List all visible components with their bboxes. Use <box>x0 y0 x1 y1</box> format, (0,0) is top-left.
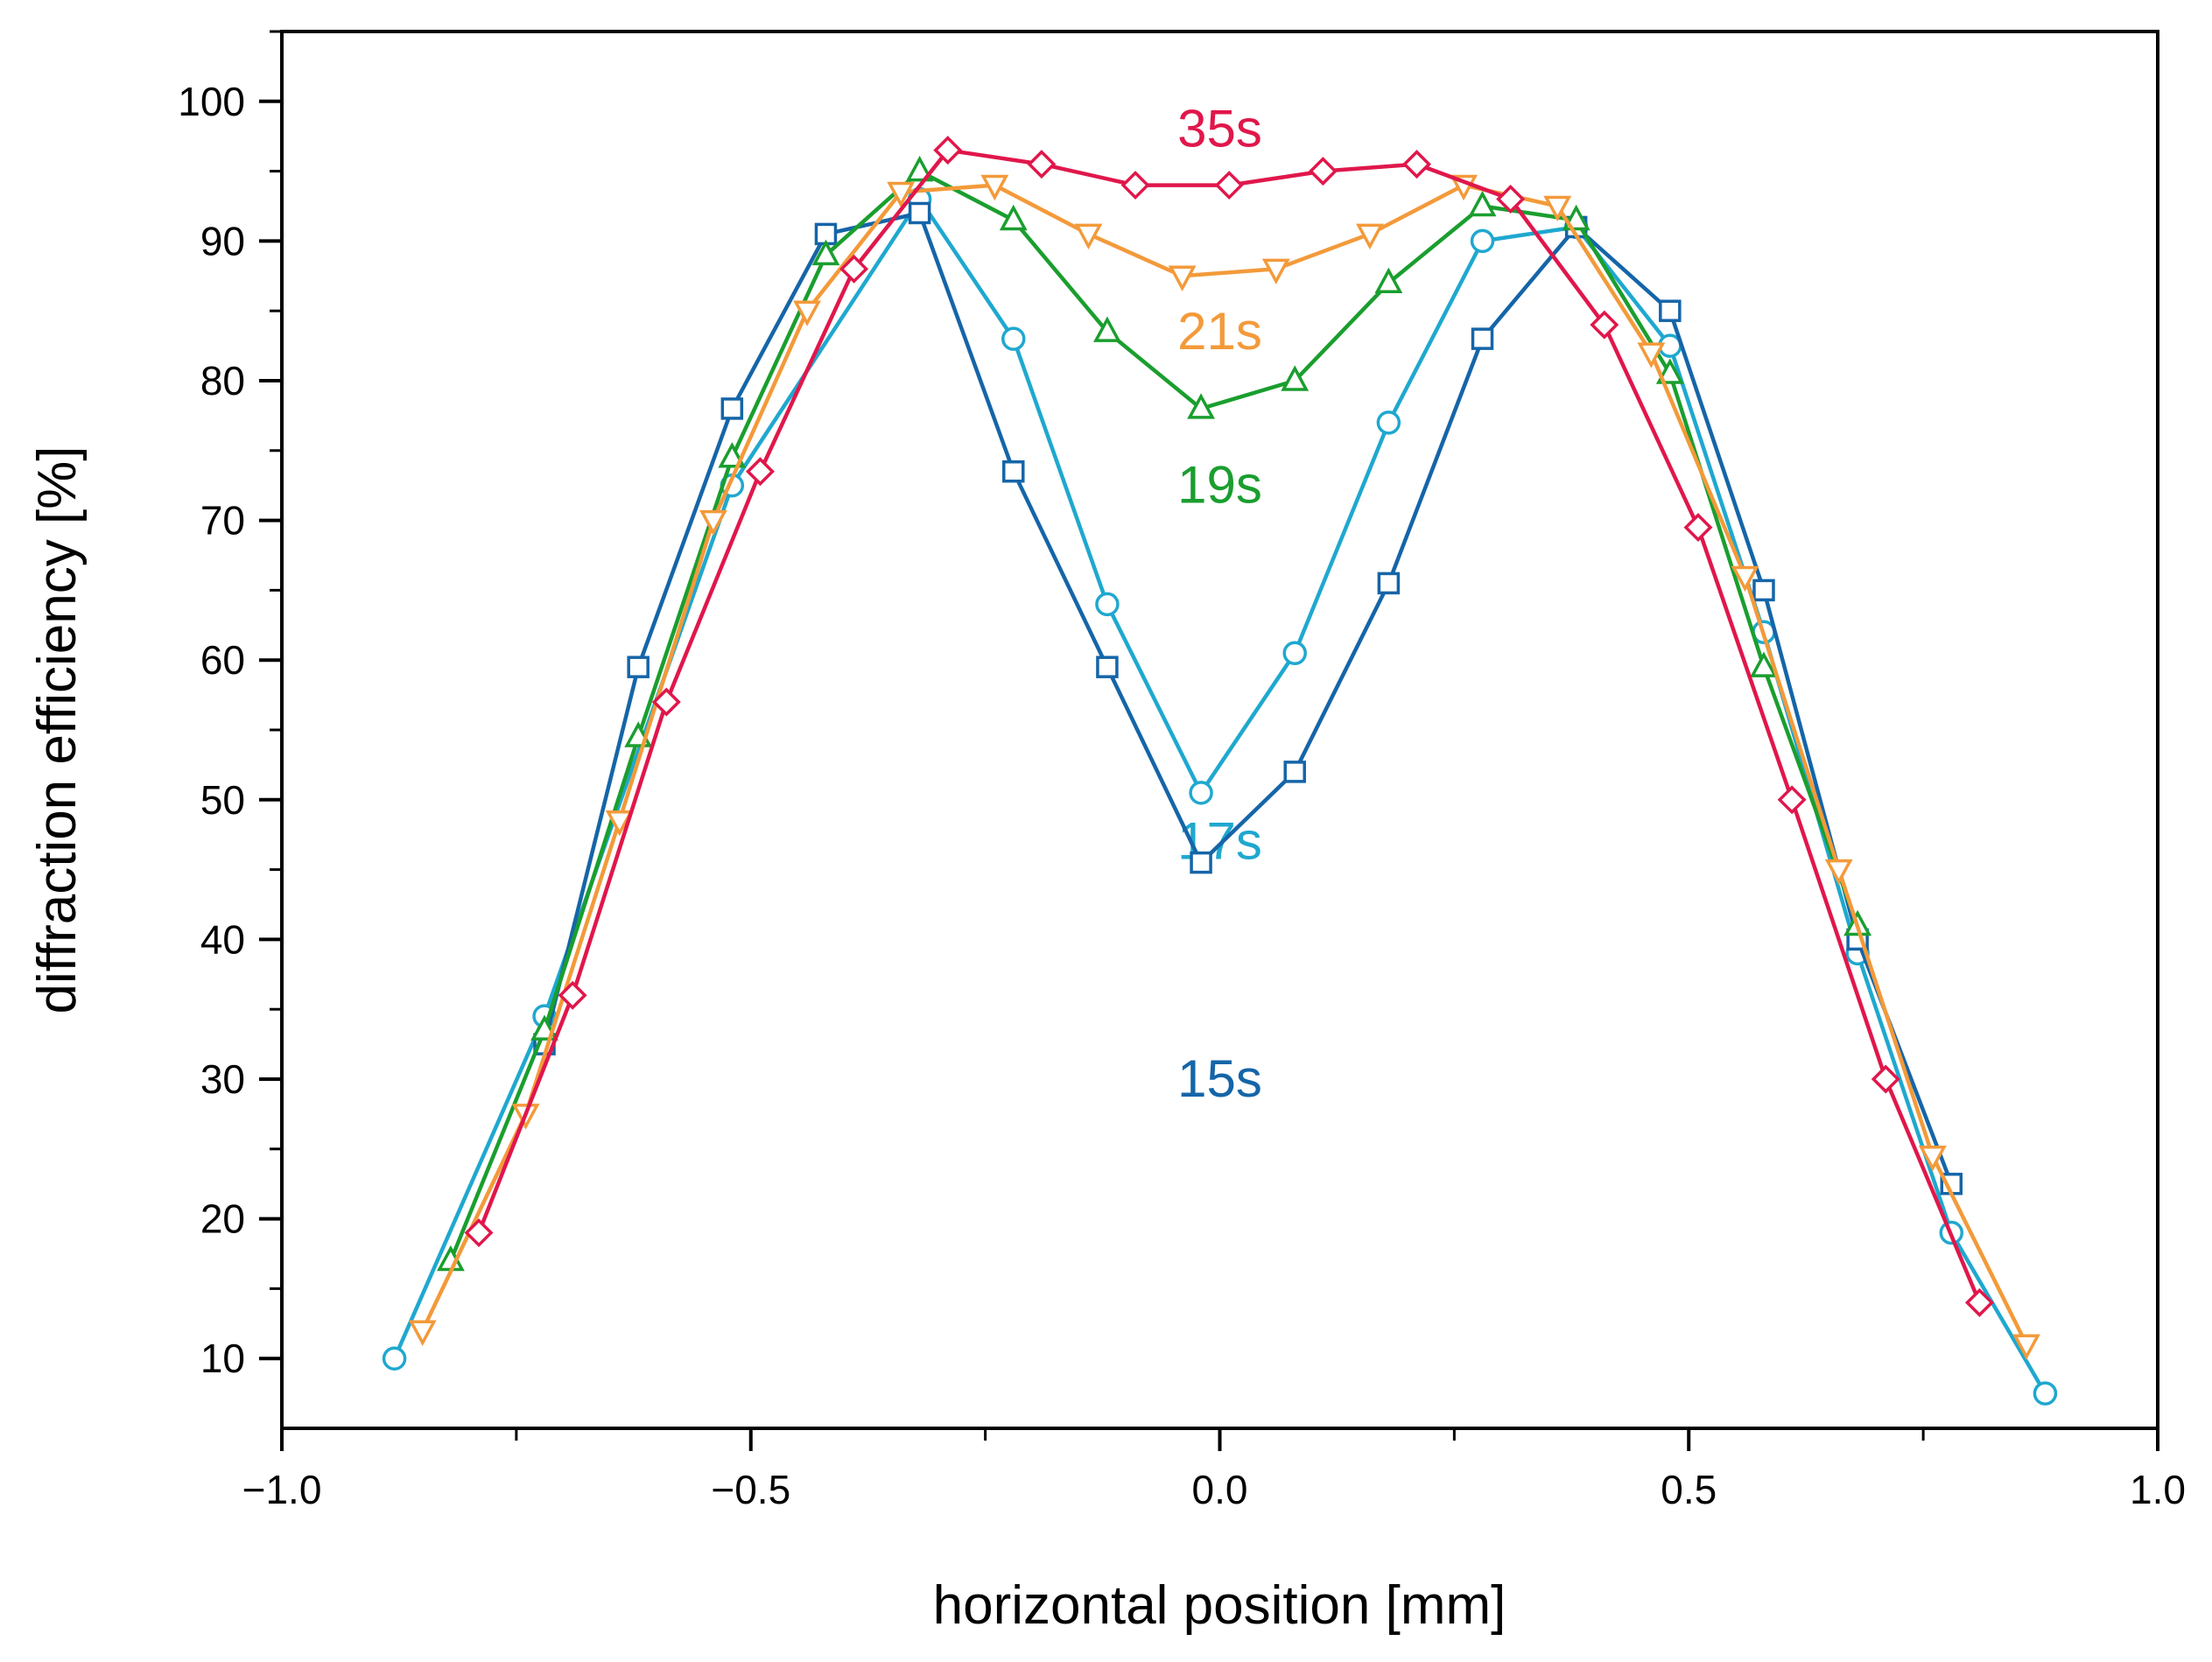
y-tick-label: 40 <box>200 916 245 962</box>
data-point-diamond <box>933 136 963 165</box>
data-point-square <box>1190 851 1212 874</box>
series-label-19s: 19s <box>1177 456 1262 515</box>
data-point-triangle-down <box>1824 859 1853 886</box>
data-point-triangle-up <box>1281 365 1310 391</box>
series-line-15s <box>542 211 1954 1185</box>
data-point-circle <box>1470 228 1495 254</box>
data-point-square <box>1002 459 1025 483</box>
data-point-diamond <box>1214 171 1244 200</box>
data-point-circle <box>2033 1381 2058 1406</box>
series-label-21s: 21s <box>1177 302 1262 361</box>
data-point-circle <box>1282 641 1307 665</box>
data-point-triangle-down <box>980 174 1009 201</box>
data-point-triangle-down <box>1356 223 1384 250</box>
data-point-triangle-down <box>1450 174 1478 201</box>
data-point-diamond <box>1402 150 1431 179</box>
y-tick-label: 30 <box>200 1056 245 1102</box>
data-point-square <box>1377 572 1401 595</box>
x-tick-label: 0.0 <box>1192 1467 1248 1512</box>
data-point-triangle-down <box>1261 258 1290 284</box>
data-point-triangle-down <box>1168 265 1197 291</box>
x-tick-label: −0.5 <box>711 1467 790 1512</box>
data-point-triangle-down <box>1918 1146 1947 1172</box>
data-point-square <box>1471 327 1494 350</box>
data-point-diamond <box>1683 513 1713 543</box>
data-point-triangle-down <box>2012 1334 2040 1360</box>
x-axis-title: horizontal position [mm] <box>933 1575 1506 1636</box>
y-tick-label: 70 <box>200 498 245 543</box>
y-tick-label: 90 <box>200 218 245 263</box>
data-point-square <box>908 201 931 225</box>
series-15s: 15s <box>533 201 1963 1196</box>
data-point-square <box>1096 656 1119 678</box>
data-point-square <box>627 656 650 678</box>
series-label-15s: 15s <box>1177 1049 1262 1108</box>
y-tick-label: 20 <box>200 1196 245 1242</box>
data-point-square <box>1752 579 1775 602</box>
data-point-diamond <box>745 457 775 487</box>
data-point-triangle-down <box>1637 342 1666 368</box>
y-tick-label: 80 <box>200 358 245 403</box>
data-point-diamond <box>1871 1064 1900 1094</box>
series-line-19s <box>448 169 1860 1262</box>
data-point-diamond <box>558 980 587 1010</box>
x-tick-label: −1.0 <box>242 1467 322 1512</box>
data-point-diamond <box>1777 785 1807 815</box>
x-tick-label: 1.0 <box>2130 1467 2186 1512</box>
data-point-triangle-down <box>1074 223 1103 250</box>
y-tick-label: 60 <box>200 637 245 683</box>
data-point-triangle-up <box>1655 358 1684 384</box>
data-point-circle <box>1095 592 1120 617</box>
series-21s: 21s <box>408 174 2040 1360</box>
data-point-triangle-up <box>1468 190 1497 217</box>
data-point-diamond <box>1308 157 1338 186</box>
y-axis-title: diffraction efficiency [%] <box>27 445 88 1013</box>
series-35s: 35s <box>464 100 1994 1317</box>
data-point-circle <box>1001 326 1026 351</box>
data-point-circle <box>1189 781 1213 805</box>
data-point-triangle-down <box>793 300 821 326</box>
data-point-square <box>1283 761 1306 783</box>
data-point-triangle-up <box>811 239 840 266</box>
data-point-triangle-up <box>1092 316 1121 342</box>
data-point-square <box>720 397 744 420</box>
data-point-triangle-up <box>999 204 1028 231</box>
data-point-diamond <box>1027 150 1057 179</box>
data-point-triangle-down <box>699 509 727 536</box>
data-point-triangle-down <box>605 810 634 837</box>
data-point-square <box>1659 299 1682 322</box>
series-line-21s <box>420 183 2029 1346</box>
data-point-circle <box>1376 410 1401 435</box>
data-point-diamond <box>651 687 681 717</box>
series-label-35s: 35s <box>1177 100 1262 158</box>
data-point-triangle-up <box>1750 651 1778 677</box>
data-point-triangle-down <box>887 181 916 208</box>
y-tick-label: 10 <box>200 1336 245 1381</box>
data-point-triangle-down <box>408 1320 437 1346</box>
y-tick-label: 50 <box>200 777 245 823</box>
axis-ticks: −1.0 −0.5 0.0 0.5 1.0 10 20 30 40 50 60 70 80 90 100 <box>178 30 2186 1512</box>
data-point-diamond <box>1590 310 1619 340</box>
data-point-triangle-down <box>1731 565 1759 593</box>
data-point-diamond <box>1120 171 1150 200</box>
data-point-triangle-up <box>1187 393 1216 419</box>
data-point-triangle-down <box>1543 195 1572 222</box>
data-point-triangle-up <box>1374 267 1403 294</box>
data-point-diamond <box>1964 1287 1994 1317</box>
y-tick-label: 100 <box>178 79 245 124</box>
data-point-triangle-up <box>905 155 934 182</box>
data-point-diamond <box>464 1218 494 1248</box>
data-point-diamond <box>839 254 869 284</box>
data-point-circle <box>382 1346 407 1371</box>
x-tick-label: 0.5 <box>1661 1467 1717 1512</box>
data-point-diamond <box>1496 185 1526 214</box>
